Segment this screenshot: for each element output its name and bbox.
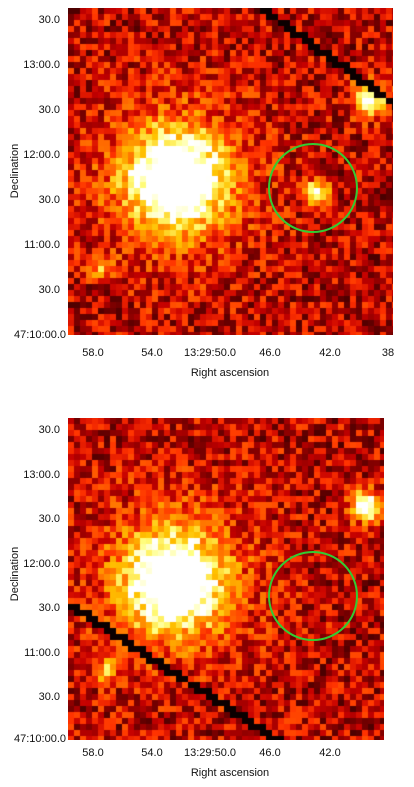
ytick: 30.0 [38, 513, 60, 525]
ytick: 30.0 [38, 691, 60, 703]
xtick: 42.0 [319, 747, 341, 759]
ytick: 13:00.0 [23, 469, 60, 481]
panel-top: 30.0 13:00.0 30.0 12:00.0 30.0 11:00.0 3… [0, 0, 414, 393]
ytick: 30.0 [38, 602, 60, 614]
xtick: 58.0 [82, 347, 104, 359]
ytick: 12:00.0 [23, 558, 60, 570]
target-circle-top [268, 143, 358, 233]
y-axis-label: Declination [9, 546, 21, 602]
x-axis-label: Right ascension [190, 367, 270, 379]
ytick: 47:10:00.0 [14, 733, 66, 745]
ytick: 12:00.0 [23, 149, 60, 161]
ytick: 30.0 [38, 14, 60, 26]
xtick: 54.0 [141, 347, 163, 359]
xtick: 54.0 [141, 747, 163, 759]
target-circle-bottom [268, 551, 358, 641]
ytick: 47:10:00.0 [14, 329, 66, 341]
ytick: 11:00.0 [24, 239, 60, 251]
xtick: 13:29:50.0 [184, 347, 236, 359]
ytick: 30.0 [38, 424, 60, 436]
xtick: 58.0 [82, 747, 104, 759]
ytick: 30.0 [38, 284, 60, 296]
ytick: 11:00.0 [24, 647, 60, 659]
xtick: 46.0 [259, 347, 281, 359]
ytick: 30.0 [38, 104, 60, 116]
x-axis-label: Right ascension [190, 767, 270, 779]
y-axis-label: Declination [9, 143, 21, 199]
xtick: 38 [381, 347, 395, 359]
xtick: 42.0 [319, 347, 341, 359]
panel-bottom: 30.0 13:00.0 30.0 12:00.0 30.0 11:00.0 3… [0, 393, 414, 787]
ytick: 30.0 [38, 194, 60, 206]
xtick: 13:29:50.0 [184, 747, 236, 759]
xtick: 46.0 [259, 747, 281, 759]
ytick: 13:00.0 [23, 59, 60, 71]
